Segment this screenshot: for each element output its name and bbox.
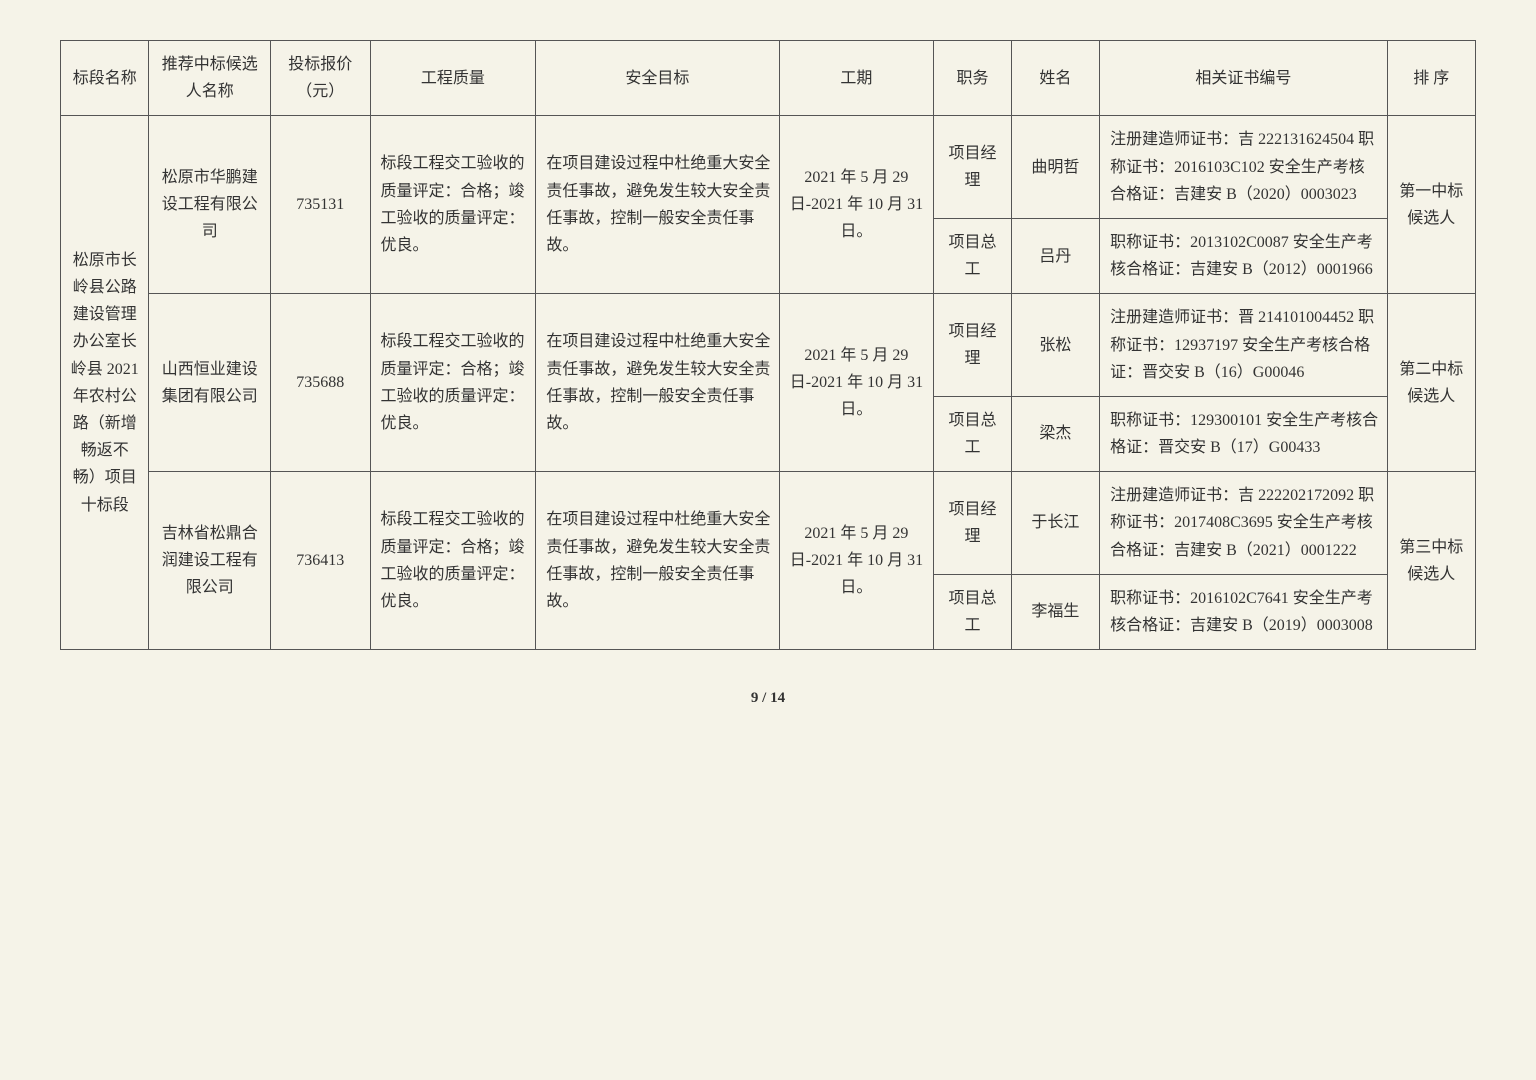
header-person: 姓名 — [1011, 41, 1099, 116]
header-section: 标段名称 — [61, 41, 149, 116]
header-safety: 安全目标 — [536, 41, 779, 116]
bid-price-cell: 735131 — [271, 116, 370, 294]
header-bidder: 推荐中标候选人名称 — [149, 41, 271, 116]
role-cell: 项目经理 — [934, 472, 1011, 575]
role-cell: 项目经理 — [934, 116, 1011, 219]
bidder-name-cell: 吉林省松鼎合润建设工程有限公司 — [149, 472, 271, 650]
safety-cell: 在项目建设过程中杜绝重大安全责任事故，避免发生较大安全责任事故，控制一般安全责任… — [536, 116, 779, 294]
header-price: 投标报价（元） — [271, 41, 370, 116]
bid-candidates-table: 标段名称 推荐中标候选人名称 投标报价（元） 工程质量 安全目标 工期 职务 姓… — [60, 40, 1476, 650]
rank-cell: 第三中标候选人 — [1387, 472, 1475, 650]
header-rank: 排 序 — [1387, 41, 1475, 116]
bid-price-cell: 736413 — [271, 472, 370, 650]
period-cell: 2021 年 5 月 29 日-2021 年 10 月 31 日。 — [779, 472, 934, 650]
person-cell: 梁杰 — [1011, 396, 1099, 471]
person-cell: 曲明哲 — [1011, 116, 1099, 219]
header-role: 职务 — [934, 41, 1011, 116]
header-cert: 相关证书编号 — [1100, 41, 1387, 116]
cert-cell: 职称证书：2016102C7641 安全生产考核合格证：吉建安 B（2019）0… — [1100, 574, 1387, 649]
role-cell: 项目总工 — [934, 574, 1011, 649]
table-row: 山西恒业建设集团有限公司 735688 标段工程交工验收的质量评定：合格；竣工验… — [61, 294, 1476, 397]
quality-cell: 标段工程交工验收的质量评定：合格；竣工验收的质量评定：优良。 — [370, 472, 536, 650]
bid-price-cell: 735688 — [271, 294, 370, 472]
header-quality: 工程质量 — [370, 41, 536, 116]
cert-cell: 注册建造师证书：吉 222202172092 职称证书：2017408C3695… — [1100, 472, 1387, 575]
role-cell: 项目经理 — [934, 294, 1011, 397]
bidder-name-cell: 山西恒业建设集团有限公司 — [149, 294, 271, 472]
rank-cell: 第一中标候选人 — [1387, 116, 1475, 294]
period-cell: 2021 年 5 月 29 日-2021 年 10 月 31 日。 — [779, 294, 934, 472]
table-row: 吉林省松鼎合润建设工程有限公司 736413 标段工程交工验收的质量评定：合格；… — [61, 472, 1476, 575]
cert-cell: 注册建造师证书：吉 222131624504 职称证书：2016103C102 … — [1100, 116, 1387, 219]
safety-cell: 在项目建设过程中杜绝重大安全责任事故，避免发生较大安全责任事故，控制一般安全责任… — [536, 294, 779, 472]
role-cell: 项目总工 — [934, 218, 1011, 293]
quality-cell: 标段工程交工验收的质量评定：合格；竣工验收的质量评定：优良。 — [370, 294, 536, 472]
table-header-row: 标段名称 推荐中标候选人名称 投标报价（元） 工程质量 安全目标 工期 职务 姓… — [61, 41, 1476, 116]
period-cell: 2021 年 5 月 29 日-2021 年 10 月 31 日。 — [779, 116, 934, 294]
table-row: 松原市长岭县公路建设管理办公室长岭县 2021 年农村公路（新增畅返不畅）项目十… — [61, 116, 1476, 219]
person-cell: 吕丹 — [1011, 218, 1099, 293]
person-cell: 于长江 — [1011, 472, 1099, 575]
role-cell: 项目总工 — [934, 396, 1011, 471]
header-period: 工期 — [779, 41, 934, 116]
rank-cell: 第二中标候选人 — [1387, 294, 1475, 472]
person-cell: 张松 — [1011, 294, 1099, 397]
page-number: 9 / 14 — [60, 690, 1476, 707]
cert-cell: 注册建造师证书：晋 214101004452 职称证书：12937197 安全生… — [1100, 294, 1387, 397]
person-cell: 李福生 — [1011, 574, 1099, 649]
safety-cell: 在项目建设过程中杜绝重大安全责任事故，避免发生较大安全责任事故，控制一般安全责任… — [536, 472, 779, 650]
bidder-name-cell: 松原市华鹏建设工程有限公司 — [149, 116, 271, 294]
cert-cell: 职称证书：129300101 安全生产考核合格证：晋交安 B（17）G00433 — [1100, 396, 1387, 471]
quality-cell: 标段工程交工验收的质量评定：合格；竣工验收的质量评定：优良。 — [370, 116, 536, 294]
cert-cell: 职称证书：2013102C0087 安全生产考核合格证：吉建安 B（2012）0… — [1100, 218, 1387, 293]
section-name-cell: 松原市长岭县公路建设管理办公室长岭县 2021 年农村公路（新增畅返不畅）项目十… — [61, 116, 149, 650]
